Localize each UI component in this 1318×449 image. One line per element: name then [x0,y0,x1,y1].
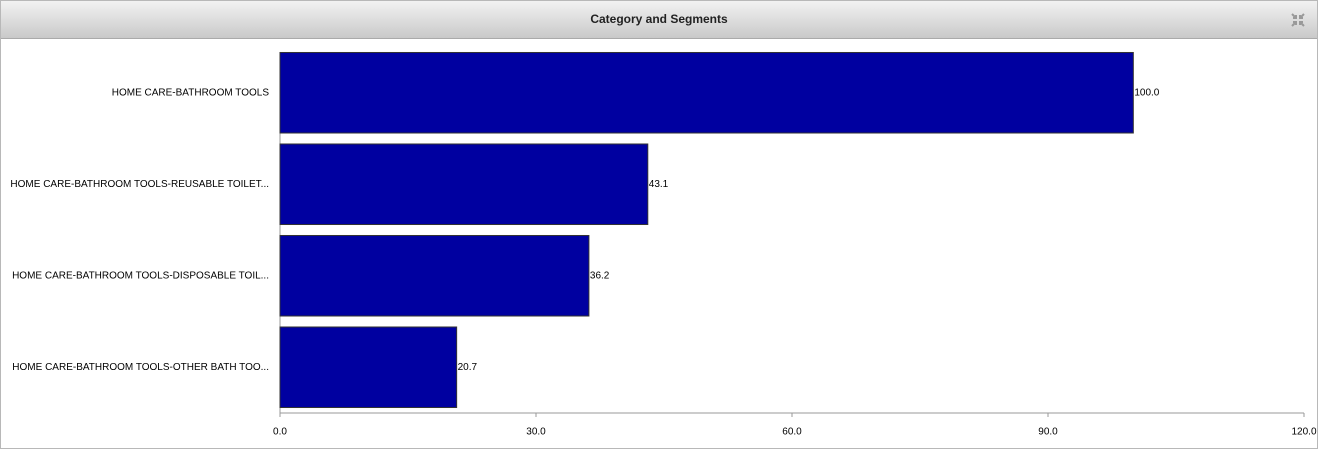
value-label: 43.1 [649,179,669,190]
x-tick-label: 90.0 [1038,427,1058,438]
y-tick-label: HOME CARE-BATHROOM TOOLS-OTHER BATH TOO.… [12,362,269,373]
y-tick-label: HOME CARE-BATHROOM TOOLS-DISPOSABLE TOIL… [12,270,269,281]
panel-header: Category and Segments [1,1,1317,39]
chart-title: Category and Segments [590,12,728,26]
x-tick-label: 0.0 [273,427,287,438]
x-tick-label: 30.0 [526,427,546,438]
chart: 0.0 30.0 60.0 90.0 120.0 HOME CARE-BATHROOM T… [10,51,1317,438]
bar [279,326,458,409]
bar [279,143,649,226]
value-label: 20.7 [458,362,478,373]
x-tick-label: 120.0 [1291,427,1316,438]
collapse-icon[interactable] [1291,13,1305,27]
y-tick-label: HOME CARE-BATHROOM TOOLS [112,87,270,98]
bar [279,234,590,317]
x-tick-label: 60.0 [782,427,802,438]
y-tick-label: HOME CARE-BATHROOM TOOLS-REUSABLE TOILET… [10,179,269,190]
bar [279,51,1134,134]
value-label: 36.2 [590,270,610,281]
value-label: 100.0 [1134,87,1159,98]
